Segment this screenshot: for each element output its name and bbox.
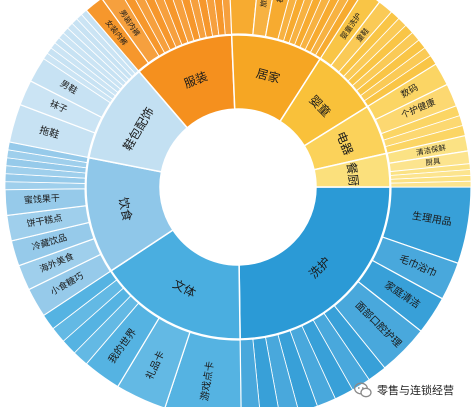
inner-label-2: 饮食 <box>116 196 135 222</box>
inner-ring <box>85 34 391 340</box>
outer-ring <box>4 0 472 407</box>
inner-label-5: 居家 <box>255 65 282 86</box>
outer-label-2-4: 蜜饯果干 <box>24 192 61 206</box>
inner-label-8: 餐厨 <box>344 161 362 187</box>
outer-label-5-1: 旅行用品 <box>258 0 272 8</box>
outer-slice-8-2-3 <box>390 180 472 188</box>
watermark-text: 零售与连锁经营 <box>377 384 454 397</box>
chat-bubble-icon <box>354 382 372 398</box>
outer-label-8-1: 厨具 <box>425 156 442 167</box>
center-hole <box>160 109 316 265</box>
outer-label-5-2: 被枕 <box>274 0 287 4</box>
watermark: 零售与连锁经营 <box>354 380 454 400</box>
